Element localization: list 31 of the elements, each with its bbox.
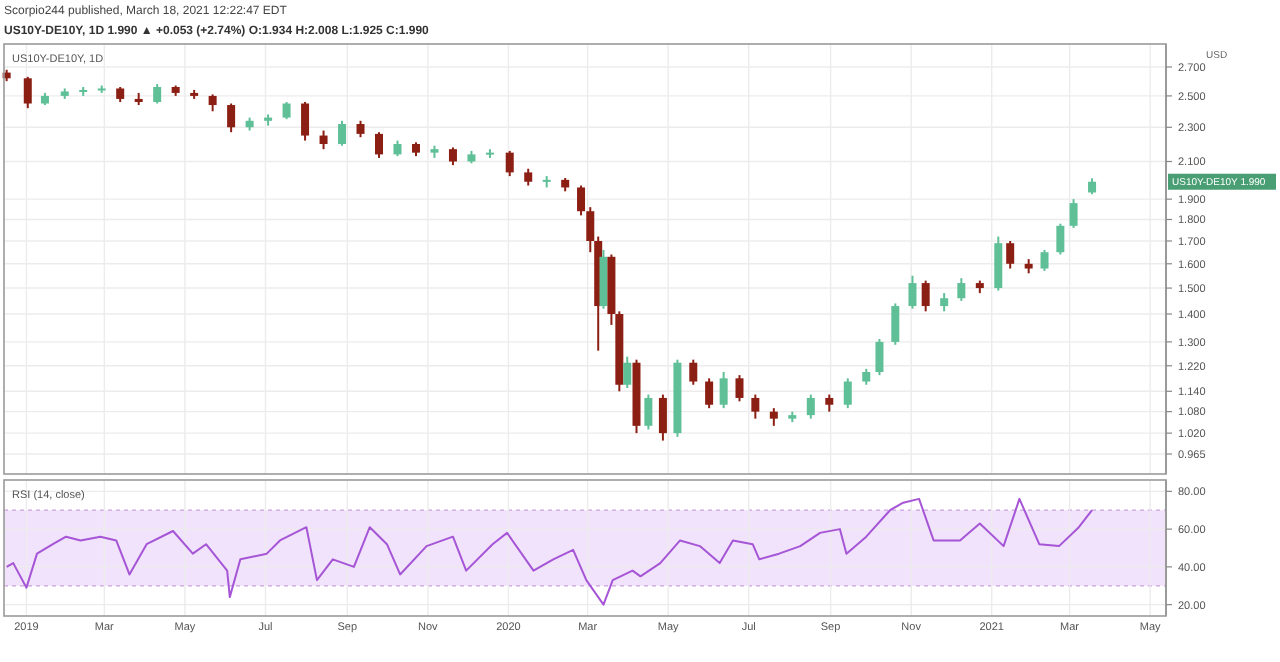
candlestick: [1069, 198, 1078, 229]
candlestick: [1040, 248, 1049, 272]
candlestick: [891, 302, 900, 346]
candlestick: [23, 75, 32, 110]
candlestick: [689, 358, 698, 386]
candlestick: [719, 371, 728, 410]
candlestick: [153, 83, 162, 105]
candlestick: [338, 119, 347, 147]
candlestick: [843, 377, 852, 410]
line-series: [5, 497, 1094, 606]
candlestick: [705, 377, 714, 410]
candlestick: [806, 393, 815, 420]
candlestick: [658, 393, 667, 442]
candlestick: [1056, 222, 1065, 256]
candlestick: [301, 100, 310, 142]
candlestick: [735, 374, 744, 403]
candlestick: [751, 393, 760, 420]
candlestick: [1006, 239, 1015, 270]
candlestick: [875, 338, 884, 377]
candlestick: [319, 129, 328, 151]
candlestick: [940, 292, 949, 313]
candlestick: [994, 235, 1003, 292]
candlestick: [505, 149, 514, 178]
candlestick: [227, 102, 236, 134]
candlestick: [957, 277, 966, 302]
candlestick: [908, 274, 917, 310]
candlestick: [644, 393, 653, 431]
candlestick: [623, 355, 632, 390]
candlestick: [921, 279, 930, 313]
candlestick: [375, 131, 384, 159]
candlestick: [577, 184, 586, 217]
